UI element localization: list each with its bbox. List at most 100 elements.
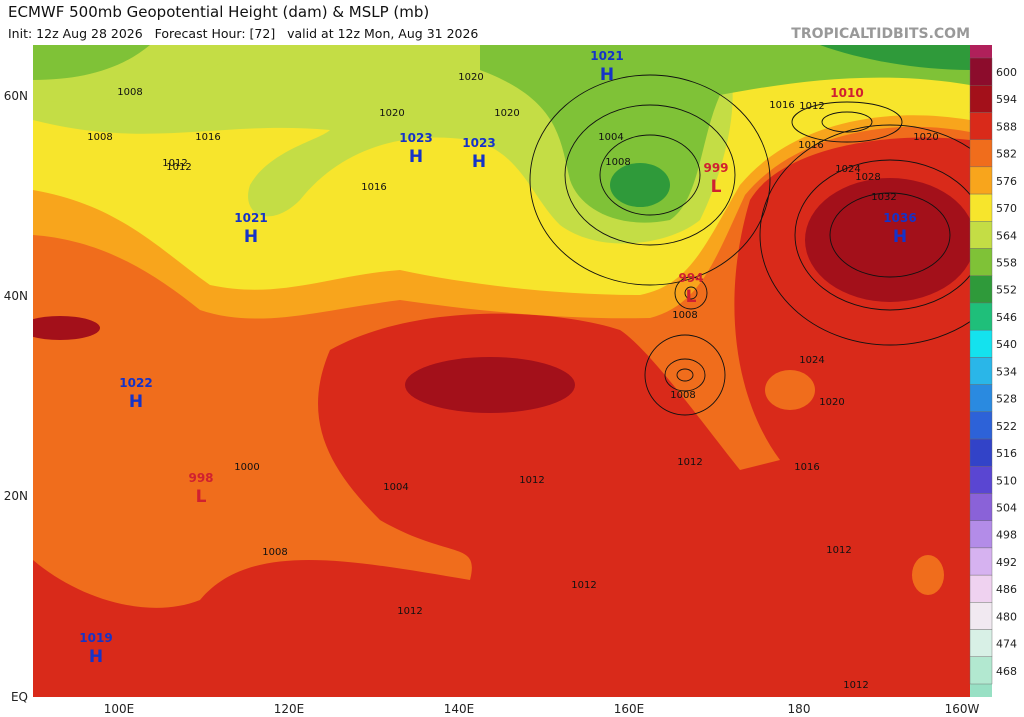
site-name: TROPICALTIDBITS.COM — [791, 26, 970, 42]
colorbar-cell — [969, 493, 993, 521]
isobar-label: 1016 — [195, 132, 220, 143]
colorbar-label: 516 — [996, 447, 1017, 460]
center-letter: H — [472, 152, 486, 172]
isobar-label: 1004 — [598, 132, 623, 143]
colorbar-label: 594 — [996, 93, 1017, 106]
center-value: 1019 — [79, 631, 112, 645]
colorbar-cell — [969, 384, 993, 413]
center-value: 1021 — [590, 49, 623, 63]
colorbar-label: 534 — [996, 365, 1017, 378]
colorbar-label: 492 — [996, 556, 1017, 569]
lon-label: 120E — [274, 702, 305, 716]
isobar-label: 1024 — [799, 355, 824, 366]
center-letter: H — [893, 227, 907, 247]
isobar-label: 1008 — [262, 547, 287, 558]
colorbar-cell — [969, 411, 993, 440]
center-value: 1022 — [119, 376, 152, 390]
center-value: 994 — [678, 271, 703, 285]
colorbar-cell — [969, 302, 993, 331]
isobar-label: 1016 — [794, 462, 819, 473]
colorbar-cap — [970, 45, 992, 58]
colorbar-label: 564 — [996, 229, 1017, 242]
colorbar-label: 480 — [996, 610, 1017, 623]
isobar-label: 1024 — [835, 164, 860, 175]
colorbar-label: 510 — [996, 474, 1017, 487]
colorbar-cap — [970, 684, 992, 697]
lat-label: 20N — [4, 489, 28, 503]
colorbar-label: 522 — [996, 420, 1017, 433]
colorbar-label: 528 — [996, 393, 1017, 406]
isobar-label: 1000 — [234, 462, 259, 473]
isobar-label: 1008 — [670, 390, 695, 401]
isobar-label: 1008 — [672, 310, 697, 321]
title: ECMWF 500mb Geopotential Height (dam) & … — [8, 3, 429, 21]
center-value: 998 — [188, 471, 213, 485]
lon-label: 180 — [788, 702, 811, 716]
colorbar-label: 600 — [996, 66, 1017, 79]
isobar-label: 1020 — [379, 108, 404, 119]
lon-label: 160E — [614, 702, 645, 716]
isobar-label: 1020 — [913, 132, 938, 143]
isobar-label: 1008 — [605, 157, 630, 168]
isobar-label: 1012 — [397, 606, 422, 617]
isobar-label: 1032 — [871, 192, 896, 203]
colorbar-label: 552 — [996, 284, 1017, 297]
colorbar-cell — [969, 357, 993, 385]
center-value: 1021 — [234, 211, 267, 225]
isobar-label: 1012 — [677, 457, 702, 468]
colorbar-cell — [969, 574, 993, 603]
isobar-label: 1020 — [819, 397, 844, 408]
lon-label: 100E — [104, 702, 135, 716]
colorbar-cell — [969, 112, 993, 140]
lat-label: 40N — [4, 289, 28, 303]
colorbar-label: 474 — [996, 638, 1017, 651]
latitude-labels: 60N 40N 20N EQ — [4, 89, 28, 704]
colorbar-cell — [969, 466, 993, 494]
subtitle: Init: 12z Aug 28 2026 Forecast Hour: [72… — [8, 26, 478, 41]
center-value: 1010 — [830, 86, 863, 100]
colorbar-cell — [969, 193, 993, 222]
isobar-label: 1012 — [519, 475, 544, 486]
colorbar-label: 546 — [996, 311, 1017, 324]
center-letter: H — [600, 65, 614, 85]
isobar-label: 1012 — [571, 580, 596, 591]
isobar-label: 1012 — [162, 158, 187, 169]
isobar-label: 1028 — [855, 172, 880, 183]
isobar-label: 1020 — [458, 72, 483, 83]
center-letter: H — [89, 647, 103, 667]
lat-label: EQ — [11, 690, 28, 704]
lat-label: 60N — [4, 89, 28, 103]
colorbar-cell — [969, 547, 993, 576]
isobar-label: 1016 — [361, 182, 386, 193]
colorbar-label: 588 — [996, 120, 1017, 133]
center-letter: L — [196, 487, 207, 507]
colorbar-cell — [969, 57, 993, 86]
colorbar-label: 468 — [996, 665, 1017, 678]
colorbar-label: 540 — [996, 338, 1017, 351]
isobar-label: 1008 — [87, 132, 112, 143]
colorbar-cell — [969, 166, 993, 195]
lon-label: 140E — [444, 702, 475, 716]
center-letter: H — [409, 147, 423, 167]
isobar-label: 1016 — [798, 140, 823, 151]
colorbar-cell — [969, 438, 993, 467]
isobar-label: 1004 — [383, 482, 408, 493]
colorbar-cell — [969, 629, 993, 657]
colorbar-label: 504 — [996, 501, 1017, 514]
isobar-label: 1012 — [843, 680, 868, 691]
isobar-label: 1012 — [166, 162, 191, 173]
isobar-label: 1016 — [769, 100, 794, 111]
map — [33, 45, 970, 697]
lon-label: 160W — [945, 702, 980, 716]
center-letter: L — [686, 287, 697, 307]
isobar-label: 1012 — [826, 545, 851, 556]
colorbar-label: 570 — [996, 202, 1017, 215]
center-letter: L — [711, 177, 722, 197]
longitude-labels: 100E 120E 140E 160E 180 160W — [104, 702, 980, 716]
colorbar-label: 576 — [996, 175, 1017, 188]
center-value: 1023 — [399, 131, 432, 145]
isobar-label: 1008 — [117, 87, 142, 98]
colorbar-label: 558 — [996, 257, 1017, 270]
